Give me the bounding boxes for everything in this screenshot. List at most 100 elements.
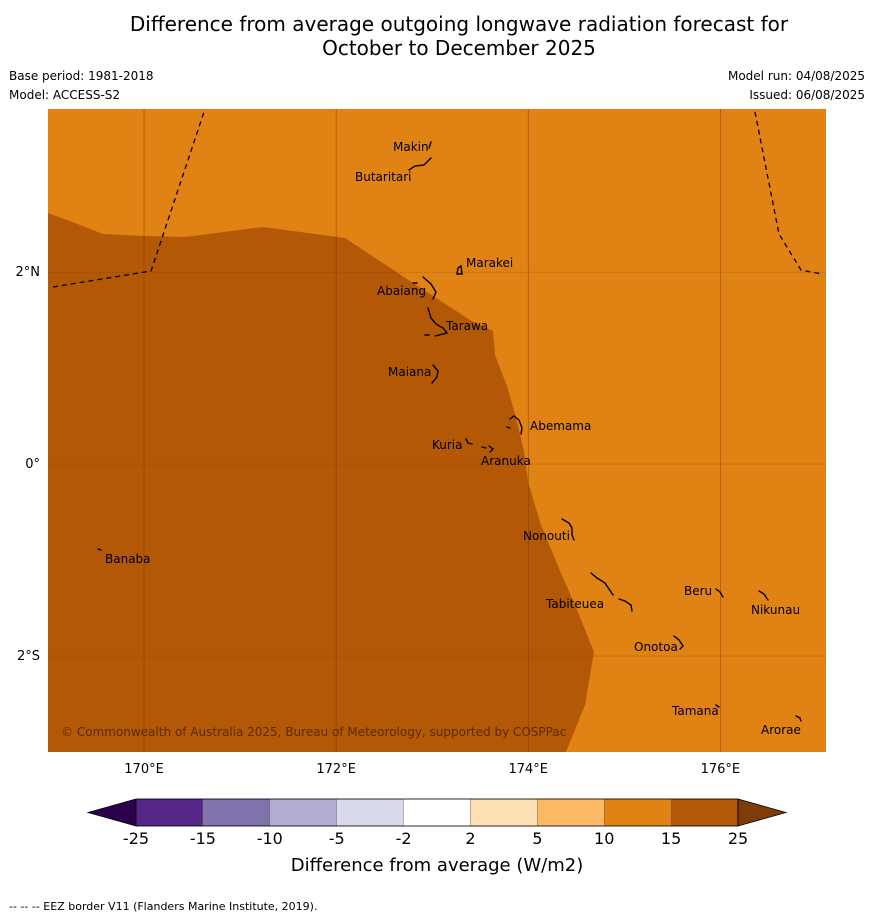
lat-tick-label: 0° (25, 457, 40, 472)
island-label-abaiang: Abaiang (377, 284, 426, 298)
copyright-text: © Commonwealth of Australia 2025, Bureau… (61, 725, 566, 739)
island-marakei: Marakei (456, 256, 513, 275)
island-label-onotoa: Onotoa (634, 640, 678, 654)
island-label-arorae: Arorae (761, 723, 801, 737)
island-maiana: Maiana (388, 364, 439, 384)
island-outline (673, 635, 684, 650)
anomaly-zones (48, 109, 826, 752)
axis-ticks: 170°E 172°E 174°E 176°E 2°N 0° 2°S (16, 265, 741, 777)
island-kuria: Kuria (432, 438, 473, 452)
model-name: Model: ACCESS-S2 (9, 88, 121, 102)
island-tarawa: Tarawa (424, 307, 488, 337)
lon-tick-label: 170°E (124, 762, 164, 777)
island-abemama: Abemama (506, 415, 591, 435)
colorbar-tick-label: 10 (594, 829, 614, 848)
island-outline (97, 548, 102, 551)
island-label-tabiteuea: Tabiteuea (545, 597, 604, 611)
island-outline (465, 438, 473, 445)
island-outline (715, 704, 720, 708)
island-outline (424, 307, 449, 337)
lat-tick-label: 2°S (17, 649, 40, 664)
island-onotoa: Onotoa (634, 635, 684, 654)
island-tamana: Tamana (671, 704, 720, 718)
island-outline (456, 264, 463, 275)
colorbar-box (135, 798, 204, 827)
island-label-aranuka: Aranuka (481, 454, 531, 468)
islands-layer: Makin Butaritari Marakei Abaiang Tarawa Maian… (97, 140, 802, 737)
island-outline (428, 141, 432, 149)
colorbar-box (269, 798, 337, 827)
island-arorae: Arorae (761, 715, 802, 737)
lon-tick-label: 176°E (701, 762, 741, 777)
island-label-maiana: Maiana (388, 365, 431, 379)
meta-left: Base period: 1981-2018 Model: ACCESS-S2 (9, 69, 154, 107)
colorbar-box (670, 798, 739, 827)
chart-title: Difference from average outgoing longwav… (0, 12, 873, 60)
lat-tick-label: 2°N (16, 265, 41, 280)
title-line-1: Difference from average outgoing longwav… (129, 12, 789, 36)
island-outline (715, 588, 724, 598)
colorbar-tick-label: -5 (329, 829, 345, 848)
island-label-marakei: Marakei (466, 256, 513, 270)
eez-border-line (52, 108, 206, 288)
island-butaritari: Butaritari (355, 157, 432, 184)
colorbar-box (604, 798, 672, 827)
colorbar-tick-label: -25 (123, 829, 149, 848)
island-label-beru: Beru (684, 584, 712, 598)
colorbar: -25 -15 -10 -5 -2 2 5 10 15 25 (86, 798, 788, 848)
colorbar-tick-label: 2 (465, 829, 475, 848)
lon-tick-label: 172°E (316, 762, 356, 777)
island-outline (795, 715, 802, 722)
colorbar-box (336, 798, 404, 827)
island-aranuka: Aranuka (481, 445, 531, 468)
island-label-butaritari: Butaritari (355, 170, 412, 184)
colorbar-box (202, 798, 270, 827)
island-label-nikunau: Nikunau (751, 603, 800, 617)
island-label-abemama: Abemama (530, 419, 591, 433)
island-outline (758, 590, 769, 601)
colorbar-extend-high (737, 798, 788, 827)
eez-borders (52, 108, 823, 288)
colorbar-tick-label: 5 (532, 829, 542, 848)
island-label-makin: Makin (393, 140, 429, 154)
colorbar-box (470, 798, 538, 827)
colorbar-box (403, 798, 471, 827)
island-beru: Beru (684, 584, 724, 598)
title-line-2: October to December 2025 (322, 36, 596, 60)
base-period: Base period: 1981-2018 (9, 69, 154, 83)
lon-tick-label: 174°E (508, 762, 548, 777)
colorbar-extend-low (86, 798, 137, 827)
island-nonouti: Nonouti (523, 518, 575, 543)
model-run: Model run: 04/08/2025 (727, 69, 865, 83)
island-label-kuria: Kuria (432, 438, 463, 452)
issued-date: Issued: 06/08/2025 (749, 88, 865, 102)
island-label-nonouti: Nonouti (523, 529, 570, 543)
island-outline (408, 157, 432, 171)
colorbar-title: Difference from average (W/m2) (291, 855, 583, 876)
zone-15-to-25 (48, 213, 594, 752)
island-outline (561, 518, 575, 541)
eez-border-line (754, 111, 823, 275)
island-label-tarawa: Tarawa (445, 319, 488, 333)
map-figure: Makin Butaritari Marakei Abaiang Tarawa Maian… (16, 108, 826, 876)
island-outline (431, 364, 439, 384)
colorbar-tick-label: -10 (257, 829, 283, 848)
colorbar-frame (135, 798, 739, 827)
meta-right: Model run: 04/08/2025 Issued: 06/08/2025 (728, 69, 865, 107)
island-label-tamana: Tamana (671, 704, 719, 718)
island-label-banaba: Banaba (105, 552, 151, 566)
footer-note: -- -- -- EEZ border V11 (Flanders Marine… (9, 900, 318, 913)
colorbar-box (537, 798, 605, 827)
island-outline (590, 572, 633, 612)
island-outline (481, 445, 495, 453)
colorbar-tick-label: 25 (728, 829, 748, 848)
island-tabiteuea: Tabiteuea (545, 572, 633, 612)
colorbar-tick-label: -15 (190, 829, 216, 848)
island-makin: Makin (393, 140, 432, 154)
island-nikunau: Nikunau (751, 590, 800, 617)
island-outline (506, 415, 523, 435)
colorbar-tick-label: 15 (661, 829, 681, 848)
island-banaba: Banaba (97, 548, 151, 566)
graticule (48, 109, 826, 752)
colorbar-tick-label: -2 (396, 829, 412, 848)
